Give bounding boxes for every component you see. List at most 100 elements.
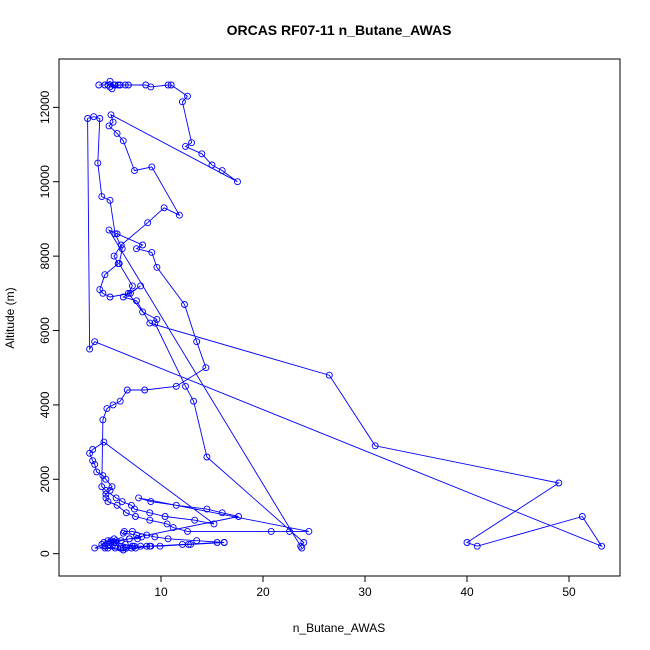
data-point-93	[112, 494, 120, 502]
data-point-168	[220, 539, 228, 546]
y-tick-label-1: 2000	[38, 466, 52, 493]
plot-frame	[58, 58, 621, 577]
data-point-128	[218, 509, 226, 517]
data-point-97	[146, 509, 154, 517]
data-point-11	[124, 81, 132, 89]
data-point-45	[146, 319, 154, 327]
data-point-54	[86, 345, 94, 353]
data-point-123	[305, 527, 313, 535]
data-point-84	[172, 382, 180, 390]
y-axis: 0 2000 4000 6000 8000 10000 12000	[38, 90, 59, 557]
data-point-137	[134, 535, 141, 543]
data-point-179	[128, 542, 136, 550]
data-point-13	[147, 83, 155, 91]
data-point-152	[119, 544, 127, 552]
data-point-15	[167, 81, 175, 89]
data-point-34	[117, 241, 125, 249]
data-point-135	[117, 537, 125, 545]
data-point-71	[203, 453, 211, 461]
data-point-65	[124, 289, 132, 297]
data-point-139	[133, 531, 140, 539]
data-point-87	[116, 397, 124, 405]
data-point-44	[133, 297, 140, 305]
data-point-10	[121, 81, 129, 89]
data-point-99	[191, 516, 199, 524]
data-point-117	[146, 516, 154, 524]
data-point-60	[106, 196, 114, 204]
data-point-169	[178, 540, 186, 548]
data-point-94	[118, 498, 126, 506]
data-point-27	[113, 129, 121, 137]
data-point-61	[111, 230, 119, 238]
data-point-6	[104, 81, 112, 89]
data-point-127	[203, 505, 211, 513]
data-point-74	[298, 544, 306, 552]
series-line	[87, 80, 603, 551]
data-point-114	[113, 501, 121, 509]
data-point-115	[122, 509, 130, 517]
data-point-9	[114, 81, 122, 89]
data-point-42	[137, 282, 145, 290]
data-point-66	[139, 308, 147, 316]
data-point-32	[160, 204, 168, 212]
data-point-124	[135, 494, 143, 502]
data-point-104	[89, 457, 97, 465]
data-point-53	[91, 338, 99, 346]
y-tick-label-5: 10000	[38, 165, 52, 199]
data-point-57	[96, 115, 104, 122]
data-point-67	[153, 315, 161, 323]
data-point-177	[110, 539, 118, 546]
data-point-51	[578, 513, 586, 520]
data-point-113	[104, 498, 112, 506]
data-point-40	[106, 293, 114, 301]
data-point-126	[172, 501, 180, 509]
data-point-50	[473, 542, 481, 550]
data-point-159	[104, 537, 112, 545]
data-point-88	[109, 401, 117, 409]
data-point-144	[151, 533, 159, 541]
data-point-56	[90, 113, 98, 121]
data-point-165	[156, 542, 164, 550]
data-point-112	[102, 494, 110, 502]
data-point-148	[187, 540, 195, 548]
data-point-96	[131, 505, 138, 513]
data-point-116	[132, 513, 139, 520]
x-axis-label: n_Butane_AWAS	[293, 621, 386, 635]
data-point-59	[98, 193, 106, 201]
data-point-43	[119, 293, 127, 301]
data-point-129	[235, 513, 242, 520]
data-point-100	[210, 520, 218, 528]
data-point-37	[101, 271, 109, 279]
data-point-80	[153, 263, 161, 271]
data-point-105	[91, 460, 99, 468]
data-point-109	[108, 483, 116, 491]
data-point-75	[105, 226, 113, 234]
y-tick-label-0: 0	[38, 550, 52, 557]
data-point-106	[93, 468, 101, 476]
data-point-178	[121, 540, 129, 548]
data-point-90	[99, 416, 107, 424]
data-point-125	[147, 498, 155, 506]
data-point-7	[106, 83, 114, 91]
y-tick-label-2: 4000	[38, 391, 52, 418]
data-point-28	[119, 137, 127, 145]
data-point-81	[181, 301, 188, 308]
data-point-76	[113, 230, 121, 238]
data-point-85	[141, 386, 149, 394]
data-point-91	[98, 483, 106, 491]
data-point-62	[118, 245, 126, 253]
data-point-167	[213, 539, 221, 546]
data-point-29	[131, 167, 138, 175]
data-point-63	[115, 260, 123, 268]
data-point-78	[133, 245, 140, 253]
y-tick-label-4: 8000	[38, 242, 52, 269]
data-point-22	[218, 167, 226, 175]
data-point-73	[297, 542, 305, 550]
data-point-20	[198, 150, 206, 158]
x-tick-label-4: 50	[562, 585, 576, 599]
data-point-68	[151, 319, 159, 327]
data-point-141	[120, 527, 128, 535]
data-point-25	[109, 118, 117, 126]
data-point-48	[555, 479, 563, 487]
